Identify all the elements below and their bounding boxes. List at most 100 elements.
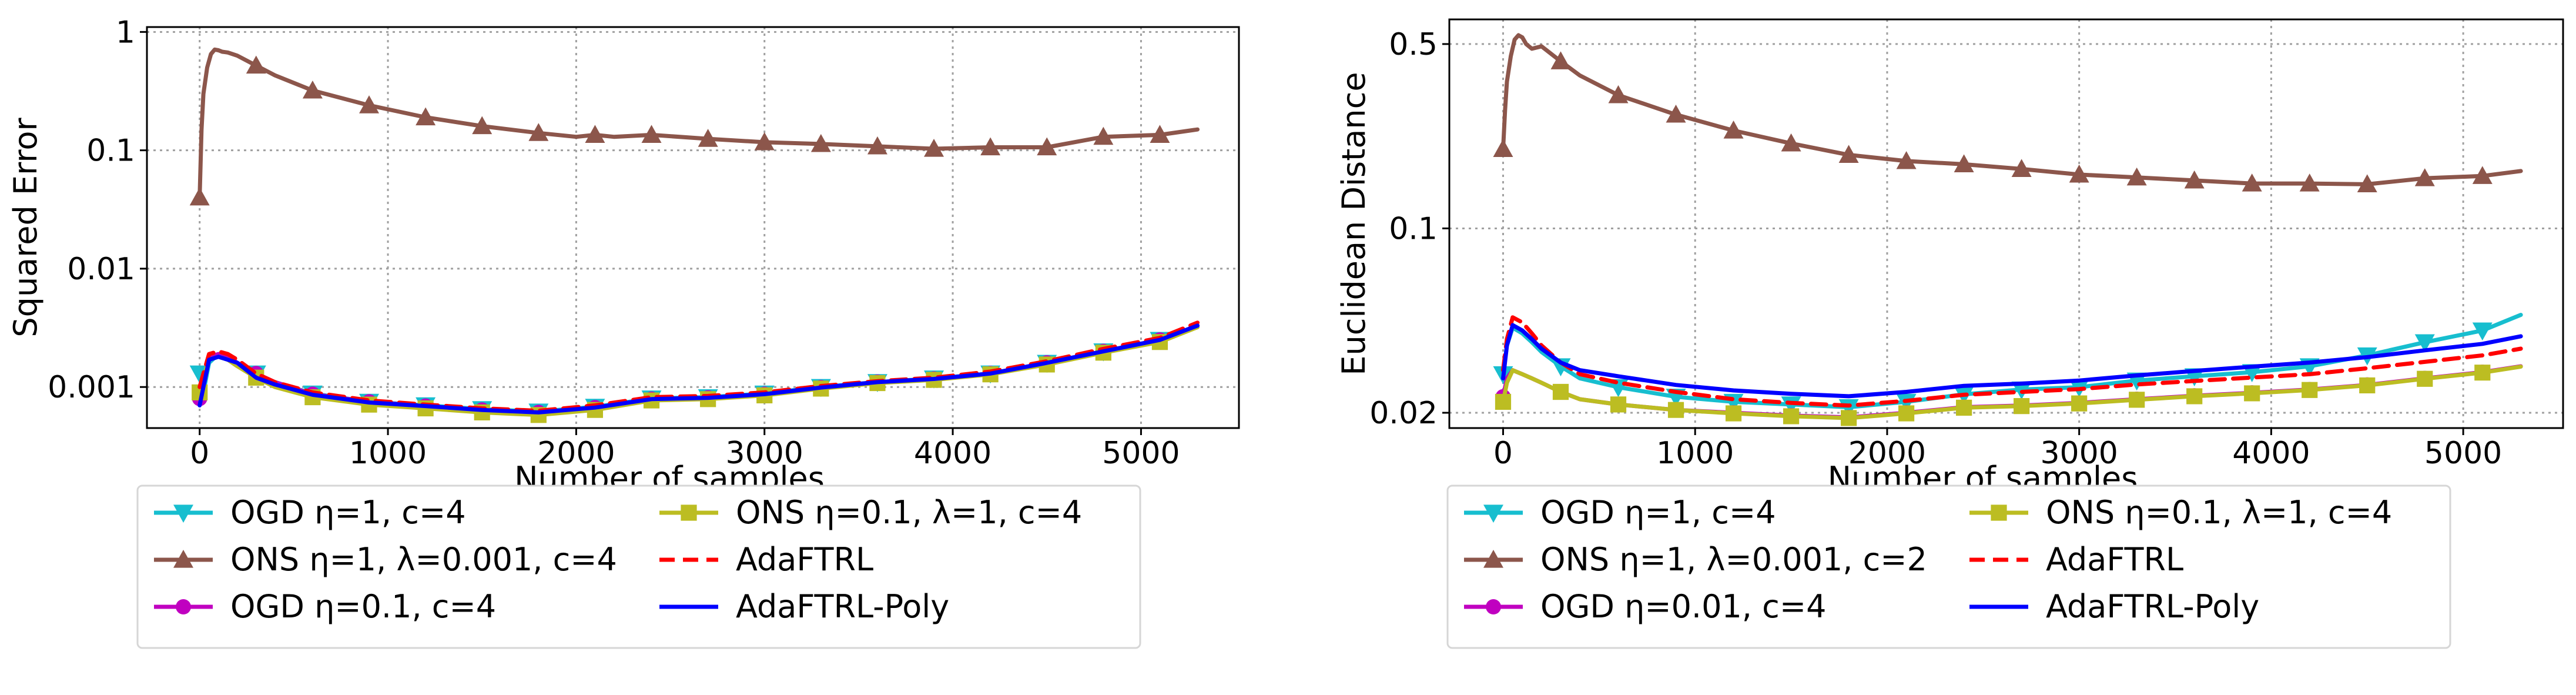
legend-swatch-marker <box>1486 599 1501 614</box>
data-marker <box>1667 402 1684 418</box>
y-tick-label: 0.5 <box>1389 27 1438 62</box>
series-line-adaftrl-poly <box>197 323 1200 415</box>
legend-item-ons-eta-0-1-lambda-1-c-4: ONS η=0.1, λ=1, c=4 <box>659 494 1082 531</box>
legend-label: ONS η=1, λ=0.001, c=4 <box>230 541 617 578</box>
legend-item-ons-eta-1-lambda-0-001-c-2: ONS η=1, λ=0.001, c=2 <box>1464 541 1927 578</box>
y-tick-label: 0.02 <box>1369 396 1438 431</box>
legend-item-ons-eta-0-1-lambda-1-c-4: ONS η=0.1, λ=1, c=4 <box>1969 494 2392 531</box>
data-marker <box>1037 137 1057 156</box>
data-marker <box>1610 396 1627 413</box>
data-marker <box>585 125 605 143</box>
data-marker <box>2414 334 2435 353</box>
data-marker <box>1896 151 1917 169</box>
chart-panel-1: 0 1000 2000 3000 4000 50000.0010.010.11Number… <box>7 15 1240 649</box>
data-marker <box>1608 85 1629 103</box>
legend-swatch-marker <box>1483 504 1503 523</box>
data-marker <box>359 95 380 113</box>
legend-box <box>1446 485 2451 649</box>
data-marker <box>1840 410 1857 426</box>
x-tick-label: 2000 <box>537 436 615 471</box>
legend: OGD η=1, c=4 ONS η=1, λ=0.001, c=4 OGD η=0… <box>136 485 1141 649</box>
legend-label: AdaFTRL-Poly <box>736 588 949 625</box>
legend-swatch-marker <box>681 504 697 521</box>
data-marker <box>754 132 775 151</box>
data-marker <box>246 55 266 74</box>
data-marker <box>2299 173 2320 192</box>
legend-label: AdaFTRL-Poly <box>2046 588 2259 625</box>
legend-item-ons-eta-1-lambda-0-001-c-4: ONS η=1, λ=0.001, c=4 <box>154 541 617 578</box>
data-marker <box>1552 383 1569 400</box>
legend-label: OGD η=1, c=4 <box>1540 494 1776 531</box>
legend-swatch-marker <box>1483 550 1503 568</box>
legend-label: ONS η=1, λ=0.001, c=2 <box>1540 541 1927 578</box>
legend-label: OGD η=1, c=4 <box>230 494 466 531</box>
data-marker <box>472 116 493 135</box>
data-marker <box>867 136 887 155</box>
x-tick-label: 4000 <box>914 436 991 471</box>
data-marker <box>1898 405 1915 422</box>
legend-item-adaftrl: AdaFTRL <box>659 541 873 578</box>
series-group <box>189 47 1200 423</box>
data-marker <box>698 129 718 147</box>
data-marker <box>2069 164 2089 183</box>
x-tick-label: 1000 <box>349 436 427 471</box>
data-marker <box>980 137 1001 156</box>
legend-swatch-marker <box>176 599 191 614</box>
legend-swatch-marker <box>1991 504 2007 521</box>
x-tick-label: 5000 <box>2424 436 2502 471</box>
data-marker <box>1838 145 1859 163</box>
data-marker <box>1954 154 1974 173</box>
data-marker <box>1493 139 1513 158</box>
data-marker <box>2071 395 2088 412</box>
x-tick-label: 2000 <box>1848 436 1926 471</box>
data-marker <box>2244 385 2260 402</box>
legend-item-ogd-eta-1-c-4: OGD η=1, c=4 <box>154 494 466 531</box>
x-tick-label: 1000 <box>1656 436 1734 471</box>
data-marker <box>2186 388 2203 405</box>
data-marker <box>2414 168 2435 186</box>
legend-item-ogd-eta-0-01-c-4: OGD η=0.01, c=4 <box>1464 588 1826 625</box>
legend-label: AdaFTRL <box>736 541 873 578</box>
legend-item-adaftrl: AdaFTRL <box>1969 541 2183 578</box>
data-marker <box>528 123 549 141</box>
series-line-adaftrl-poly <box>1501 323 2523 399</box>
legend-item-ogd-eta-0-1-c-4: OGD η=0.1, c=4 <box>154 588 496 625</box>
data-marker <box>641 125 662 143</box>
grid <box>1449 19 2563 428</box>
data-marker <box>1723 120 1744 139</box>
data-marker <box>2126 167 2147 186</box>
data-marker <box>2242 173 2262 192</box>
legend-label: OGD η=0.01, c=4 <box>1540 588 1826 625</box>
data-marker <box>2011 159 2032 177</box>
legend-item-adaftrl-poly: AdaFTRL-Poly <box>659 588 949 625</box>
data-marker <box>1550 51 1571 69</box>
y-tick-label: 0.1 <box>1389 211 1438 246</box>
x-tick-label: 3000 <box>726 436 803 471</box>
data-marker <box>2474 365 2491 381</box>
data-marker <box>1956 399 1972 416</box>
legend-label: ONS η=0.1, λ=1, c=4 <box>736 494 1082 531</box>
data-marker <box>2357 174 2377 192</box>
y-axis-label: Euclidean Distance <box>1335 72 1372 375</box>
legend-label: OGD η=0.1, c=4 <box>230 588 496 625</box>
data-marker <box>2417 370 2433 387</box>
data-marker <box>1781 396 1801 415</box>
legend-box <box>136 485 1141 649</box>
data-marker <box>810 133 831 152</box>
data-marker <box>2184 170 2205 189</box>
data-marker <box>189 187 210 206</box>
data-marker <box>302 80 323 99</box>
series-line-ons-eta-1-lambda-0-001-c-2 <box>1501 33 2523 186</box>
x-tick-label: 4000 <box>2232 436 2310 471</box>
data-marker <box>1666 104 1686 123</box>
x-tick-label: 0 <box>190 436 209 471</box>
legend-swatch-marker <box>173 504 193 523</box>
series-line-ons-eta-1-lambda-0-001-c-4 <box>197 47 1200 200</box>
y-tick-label: 0.001 <box>48 370 135 405</box>
data-marker <box>1725 405 1742 422</box>
legend: OGD η=1, c=4 ONS η=1, λ=0.001, c=2 OGD η=0… <box>1446 485 2451 649</box>
data-marker <box>2129 392 2145 408</box>
data-marker <box>1495 393 1512 410</box>
legend-label: AdaFTRL <box>2046 541 2183 578</box>
